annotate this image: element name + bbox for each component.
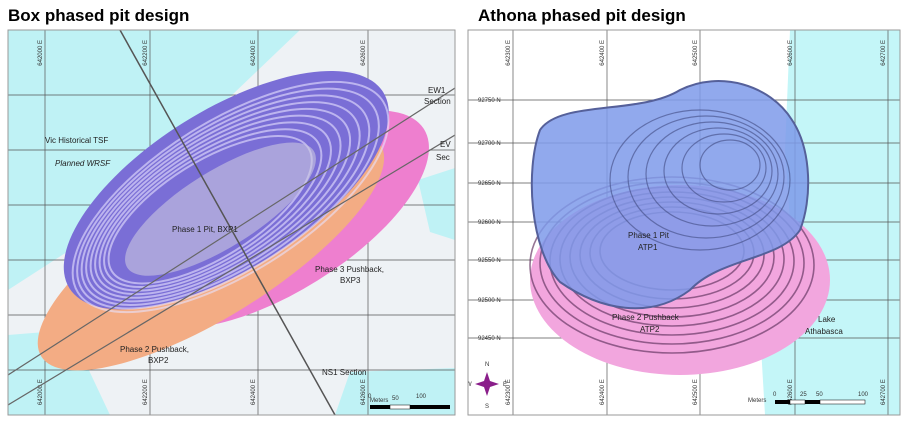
scale-bar — [389, 404, 411, 410]
map-label: NS1 Section — [322, 368, 366, 377]
easting-label: 642000 E — [38, 379, 44, 405]
scale-unit: Meters — [748, 398, 766, 404]
map-label: Athabasca — [805, 327, 843, 336]
contour — [609, 109, 791, 251]
map-label: Phase 1 Pit, BXP1 — [172, 225, 238, 234]
contour — [103, 128, 323, 289]
panel-title: Box phased pit design — [8, 6, 189, 25]
easting-label: 642200 E — [143, 379, 149, 405]
map-label: EW1 — [428, 86, 446, 95]
phase1 — [530, 80, 810, 310]
contours — [609, 109, 791, 251]
contour — [681, 133, 767, 203]
compass-label: S — [485, 404, 489, 410]
easting-label: 642600 E — [788, 379, 794, 405]
easting-label: 642600 E — [361, 40, 367, 66]
easting-label: 642600 E — [788, 40, 794, 66]
easting-label: 642400 E — [600, 40, 606, 66]
compass-label: N — [485, 362, 489, 368]
easting-label: 642200 E — [143, 40, 149, 66]
easting-label: 642400 E — [251, 379, 257, 405]
map-label: ATP2 — [640, 325, 660, 334]
easting-label: 642500 E — [693, 40, 699, 66]
contour — [663, 127, 773, 215]
contour — [94, 114, 342, 296]
compass-label: W — [466, 382, 472, 388]
scale-tick: 50 — [392, 396, 399, 402]
easting-label: 642500 E — [693, 379, 699, 405]
map-label: Phase 2 Pushback — [612, 313, 680, 322]
northing-label: 92600 N — [478, 220, 501, 226]
contour — [645, 121, 779, 227]
scale-tick: 0 — [773, 392, 777, 398]
map-label: BXP2 — [148, 356, 169, 365]
scale-tick: 50 — [816, 392, 823, 398]
contour — [71, 80, 390, 314]
northing-label: 92700 N — [478, 141, 501, 147]
easting-label: 642600 E — [361, 379, 367, 405]
scale-tick: 100 — [858, 392, 869, 398]
water — [335, 368, 455, 415]
northing-label: 92450 N — [478, 336, 501, 342]
map-label: Phase 3 Pushback, — [315, 265, 384, 274]
easting-label: 642300 E — [506, 40, 512, 66]
compass-label: E — [503, 382, 507, 388]
map-label: Vic Historical TSF — [45, 136, 108, 145]
easting-label: 642000 E — [38, 40, 44, 66]
scale-bar — [789, 399, 806, 405]
scale-tick: 100 — [416, 394, 427, 400]
compass: N E S W — [466, 362, 507, 410]
water — [8, 330, 110, 415]
compass-star — [475, 372, 499, 396]
northing-label: 92500 N — [478, 298, 501, 304]
scale-bar — [819, 399, 866, 405]
section-line — [119, 30, 336, 415]
right-map: 92750 N 92700 N 92650 N 92600 N 92550 N 92500… — [466, 30, 900, 415]
scale-unit: Meters — [370, 398, 388, 404]
map-label: Phase 2 Pushback, — [120, 345, 189, 354]
contour — [76, 87, 380, 310]
map-label: ATP1 — [638, 243, 658, 252]
easting-label: 642400 E — [600, 379, 606, 405]
map-label: Planned WRSF — [55, 159, 111, 168]
map-label: Phase 1 Pit — [628, 231, 670, 240]
section-line — [8, 134, 455, 406]
contour — [699, 139, 761, 191]
frame — [467, 29, 901, 416]
easting-label: 642300 E — [506, 379, 512, 405]
map-label: Section — [424, 97, 451, 106]
northing-label: 92550 N — [478, 258, 501, 264]
water — [418, 168, 455, 240]
easting-label: 642700 E — [881, 379, 887, 405]
section-line — [8, 87, 455, 376]
map-label: BXP3 — [340, 276, 361, 285]
frame — [7, 29, 456, 416]
left-map: 642000 E 642000 E 642200 E 642200 E 642400 E… — [8, 30, 455, 415]
easting-label: 642700 E — [881, 40, 887, 66]
map-label: Sec — [436, 153, 450, 162]
contour — [627, 115, 785, 239]
map-label: EV — [440, 140, 451, 149]
panel-title: Athona phased pit design — [478, 6, 686, 25]
map-label: Lake — [818, 315, 836, 324]
northing-label: 92750 N — [478, 98, 501, 104]
northing-label: 92650 N — [478, 181, 501, 187]
easting-label: 642400 E — [251, 40, 257, 66]
scale-tick: 0 — [368, 394, 372, 400]
contour — [80, 94, 371, 306]
contour — [85, 101, 361, 303]
scale-tick: 25 — [800, 392, 807, 398]
